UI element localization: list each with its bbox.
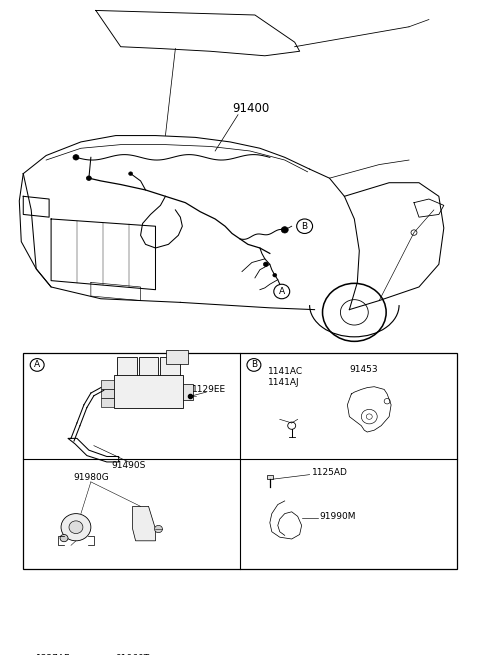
Circle shape — [86, 176, 91, 180]
Text: 91453: 91453 — [349, 365, 378, 374]
Circle shape — [69, 521, 83, 534]
Text: 1125AD: 1125AD — [312, 468, 348, 477]
Text: 91960T: 91960T — [116, 654, 150, 655]
Text: 1129EE: 1129EE — [192, 385, 227, 394]
Bar — [117, 357, 137, 377]
Bar — [267, 475, 273, 479]
Text: 1141AC: 1141AC — [268, 367, 303, 376]
Text: 1327AE: 1327AE — [36, 654, 71, 655]
Circle shape — [73, 155, 79, 160]
Polygon shape — [132, 506, 156, 541]
Circle shape — [129, 172, 132, 176]
Text: 1141AJ: 1141AJ — [268, 378, 300, 386]
Bar — [101, 390, 114, 398]
Text: B: B — [301, 222, 308, 231]
Bar — [139, 357, 158, 377]
Bar — [101, 398, 114, 407]
Circle shape — [30, 358, 44, 371]
Circle shape — [281, 227, 288, 233]
Text: A: A — [279, 287, 285, 296]
Circle shape — [273, 273, 277, 277]
Circle shape — [274, 284, 290, 299]
Text: 91400: 91400 — [232, 102, 269, 115]
Circle shape — [297, 219, 312, 233]
Text: 91980G: 91980G — [73, 473, 109, 482]
Circle shape — [61, 514, 91, 541]
Circle shape — [247, 358, 261, 371]
Bar — [114, 375, 183, 407]
Bar — [167, 350, 188, 364]
Text: B: B — [251, 360, 257, 369]
Circle shape — [264, 262, 268, 267]
Bar — [160, 357, 180, 377]
Text: 91490S: 91490S — [111, 461, 146, 470]
Bar — [183, 384, 193, 400]
Circle shape — [155, 525, 162, 533]
Circle shape — [60, 534, 68, 542]
Text: 91990M: 91990M — [320, 512, 356, 521]
Bar — [101, 381, 114, 388]
Bar — [23, 353, 457, 569]
Text: A: A — [34, 360, 40, 369]
